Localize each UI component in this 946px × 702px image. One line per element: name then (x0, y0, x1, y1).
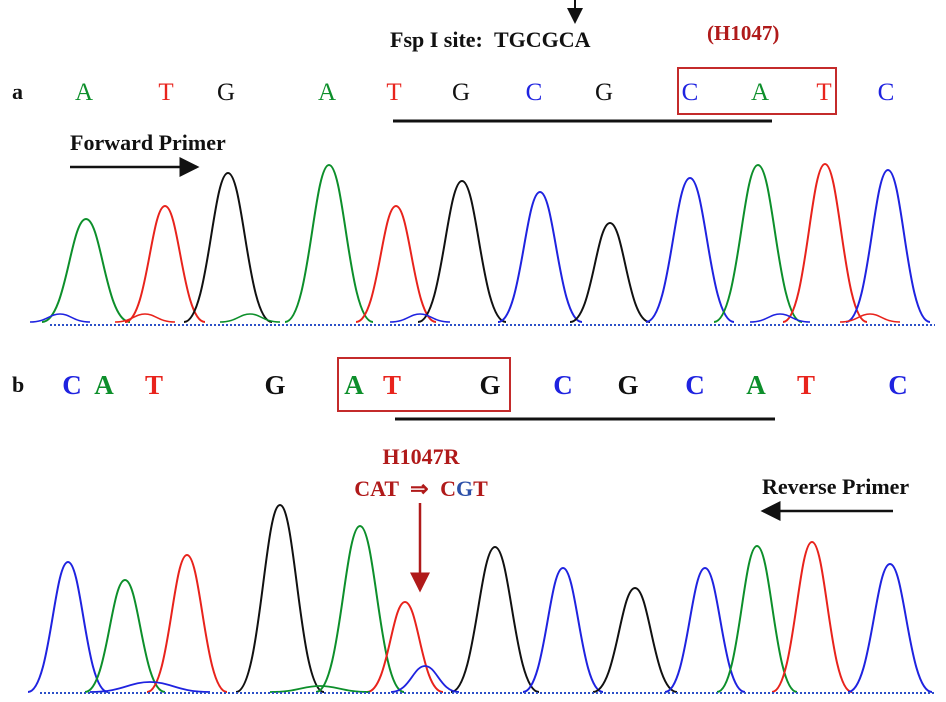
codon-change-to-prefix: C (440, 476, 456, 501)
panel-b-peak-13 (847, 562, 933, 693)
panel-b-base-4: G (264, 370, 285, 400)
forward-primer-label: Forward Primer (70, 130, 226, 155)
panel-b-minor-peak-1 (390, 665, 460, 693)
fsp-site-label-group: Fsp I site: TGCGCA (390, 0, 591, 52)
codon-change-to-suffix: T (473, 476, 488, 501)
panel-b-base-11: A (746, 370, 766, 400)
panel-a-peak-7 (497, 190, 583, 323)
panel-a-base-5: T (386, 79, 401, 106)
panel-b-peak-8 (522, 566, 604, 693)
panel-b-base-2: A (94, 370, 114, 400)
panel-b-base-7: G (479, 370, 500, 400)
panel-a-peak-1 (41, 217, 131, 323)
panel-b-peak-10 (664, 566, 746, 693)
panel-b-base-10: C (685, 370, 705, 400)
panel-a-peak-9 (645, 176, 735, 323)
panel-b-base-6: T (383, 370, 401, 400)
panel-b-peak-1 (27, 560, 109, 693)
panel-a-peak-8 (569, 221, 651, 323)
panel-a-peak-10 (713, 163, 803, 323)
codon-change: CAT ⇒ CGT (354, 476, 488, 501)
panel-a-base-7: C (526, 79, 543, 106)
panel-a-base-8: G (595, 79, 613, 106)
panel-a-noise-3 (219, 313, 281, 323)
panel-a-peak-2 (124, 204, 206, 323)
panel-a-peak-5 (355, 204, 437, 323)
panel-a-noise-6 (839, 313, 901, 323)
panel-b-peak-4 (235, 503, 325, 693)
panel-a-letter: a (12, 79, 23, 104)
panel-a-peak-4 (284, 163, 374, 323)
panel-a-trace (29, 162, 931, 323)
panel-b-peak-5 (315, 524, 405, 693)
panel-b-peak-12 (771, 540, 853, 693)
panel-a-base-12: C (878, 79, 895, 106)
panel-a-peak-6 (417, 179, 507, 323)
panel-b-base-9: G (617, 370, 638, 400)
panel-b-peak-3 (146, 553, 228, 693)
panel-a-noise-5 (749, 313, 811, 323)
reverse-primer-label: Reverse Primer (762, 474, 909, 499)
panel-b-base-1: C (62, 370, 82, 400)
panel-a-base-1: A (75, 79, 93, 106)
panel-a-base-10: A (751, 79, 769, 106)
panel-a-base-4: A (318, 79, 336, 106)
panel-b-peak-7 (450, 545, 540, 693)
codon-label: (H1047) (707, 21, 779, 45)
codon-change-arrow: ⇒ (410, 476, 428, 501)
fsp-site-label: Fsp I site: (390, 27, 483, 52)
panel-b-trace (27, 503, 933, 693)
panel-a-peak-12 (845, 168, 931, 323)
panel-b-peak-11 (716, 544, 798, 693)
mutation-label: H1047R (383, 444, 461, 469)
panel-a-peak-3 (183, 171, 273, 323)
fsp-site-sequence: TGCGCA (494, 27, 591, 52)
panel-b-base-8: C (553, 370, 573, 400)
svg-text:Fsp I site: TGCGCA: Fsp I site: TGCGCA (390, 27, 591, 52)
panel-a-noise-1 (29, 313, 91, 323)
panel-a-noise-4 (389, 313, 451, 323)
panel-b-codon-box (337, 357, 511, 412)
panel-b-peak-2 (84, 578, 166, 693)
panel-a-base-6: G (452, 79, 470, 106)
panel-b-base-13: C (888, 370, 908, 400)
panel-a-noise-2 (114, 313, 176, 323)
panel-a-base-9: C (682, 79, 699, 106)
panel-b-minor-peak-3 (269, 685, 371, 693)
panel-b-base-3: T (145, 370, 163, 400)
panel-a-base-11: T (816, 79, 831, 106)
panel-a-base-2: T (158, 79, 173, 106)
panel-b-minor-peak-2 (89, 681, 211, 693)
panel-a-base-3: G (217, 79, 235, 106)
panel-b-peak-9 (592, 586, 678, 693)
panel-b-base-12: T (797, 370, 815, 400)
panel-b-base-5: A (344, 370, 364, 400)
panel-a-codon-box (677, 67, 837, 115)
panel-b-peak-6 (366, 600, 444, 693)
panel-a-peak-11 (782, 162, 868, 323)
codon-change-to-sub: G (456, 476, 473, 501)
panel-b-letter: b (12, 372, 24, 397)
codon-change-from: CAT (354, 476, 399, 501)
